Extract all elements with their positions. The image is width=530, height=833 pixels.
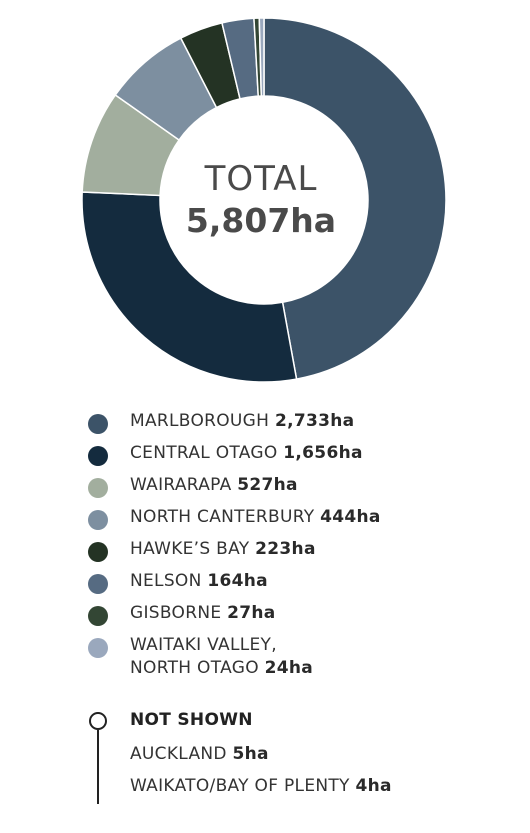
legend-name: NELSON <box>130 571 202 591</box>
donut-chart: TOTAL 5,807ha <box>81 17 447 383</box>
legend-item-north-canterbury: NORTH CANTERBURY 444ha <box>88 506 508 538</box>
not-shown-value: 5ha <box>232 744 269 764</box>
legend-value: 1,656ha <box>283 443 363 463</box>
legend-value: 2,733ha <box>274 411 355 431</box>
legend-swatch <box>88 446 108 466</box>
legend-item-hawkes-bay: HAWKE’S BAY 223ha <box>88 538 508 570</box>
legend-swatch <box>88 414 108 434</box>
legend-value: 527ha <box>237 475 298 495</box>
legend-name: NORTH CANTERBURY <box>130 507 315 527</box>
legend-swatch <box>88 478 108 498</box>
legend-name: GISBORNE <box>130 603 222 623</box>
not-shown-section: NOT SHOWN AUCKLAND 5ha WAIKATO/BAY OF PL… <box>88 708 508 808</box>
legend-item-waitaki-valley: WAITAKI VALLEY, NORTH OTAGO 24ha <box>88 634 508 686</box>
donut-slices <box>81 17 447 383</box>
legend-swatch <box>88 606 108 626</box>
legend-text: HAWKE’S BAY 223ha <box>130 538 316 561</box>
not-shown-title: NOT SHOWN <box>130 710 253 730</box>
center-title: TOTAL <box>204 159 318 199</box>
legend-swatch <box>88 510 108 530</box>
legend-text: NORTH CANTERBURY 444ha <box>130 506 381 529</box>
legend-name: WAITAKI VALLEY, <box>130 635 277 655</box>
legend-item-marlborough: MARLBOROUGH 2,733ha <box>88 410 508 442</box>
timeline-line <box>97 730 99 804</box>
not-shown-value: 4ha <box>355 776 392 796</box>
timeline-circle-icon <box>89 712 107 730</box>
slice-marlborough <box>263 17 447 380</box>
legend-value: 24ha <box>264 658 314 678</box>
legend-swatch <box>88 542 108 562</box>
legend-item-gisborne: GISBORNE 27ha <box>88 602 508 634</box>
slice-waitaki-valley-north-otago <box>258 17 265 97</box>
legend-name: MARLBOROUGH <box>130 411 270 431</box>
legend-item-nelson: NELSON 164ha <box>88 570 508 602</box>
not-shown-name: WAIKATO/BAY OF PLENTY <box>130 776 350 796</box>
legend-name-line2: NORTH OTAGO <box>130 658 259 678</box>
not-shown-item-auckland: AUCKLAND 5ha <box>130 744 269 764</box>
not-shown-item-waikato: WAIKATO/BAY OF PLENTY 4ha <box>130 776 392 796</box>
legend-value: 223ha <box>255 539 316 559</box>
legend: MARLBOROUGH 2,733ha CENTRAL OTAGO 1,656h… <box>88 410 508 686</box>
not-shown-name: AUCKLAND <box>130 744 227 764</box>
legend-item-central-otago: CENTRAL OTAGO 1,656ha <box>88 442 508 474</box>
legend-text: WAIRARAPA 527ha <box>130 474 298 497</box>
legend-text: MARLBOROUGH 2,733ha <box>130 410 354 433</box>
legend-value: 164ha <box>207 571 268 591</box>
legend-item-wairarapa: WAIRARAPA 527ha <box>88 474 508 506</box>
legend-text: WAITAKI VALLEY, NORTH OTAGO 24ha <box>130 634 313 680</box>
legend-name: WAIRARAPA <box>130 475 232 495</box>
legend-swatch <box>88 638 108 658</box>
timeline-marker-icon <box>88 712 108 804</box>
center-value: 5,807ha <box>186 201 336 240</box>
legend-value: 444ha <box>320 507 381 527</box>
legend-text: NELSON 164ha <box>130 570 268 593</box>
slice-central-otago <box>81 191 298 383</box>
legend-name: CENTRAL OTAGO <box>130 443 278 463</box>
legend-text: CENTRAL OTAGO 1,656ha <box>130 442 363 465</box>
legend-swatch <box>88 574 108 594</box>
legend-text: GISBORNE 27ha <box>130 602 276 625</box>
legend-name: HAWKE’S BAY <box>130 539 250 559</box>
legend-value: 27ha <box>227 603 276 623</box>
